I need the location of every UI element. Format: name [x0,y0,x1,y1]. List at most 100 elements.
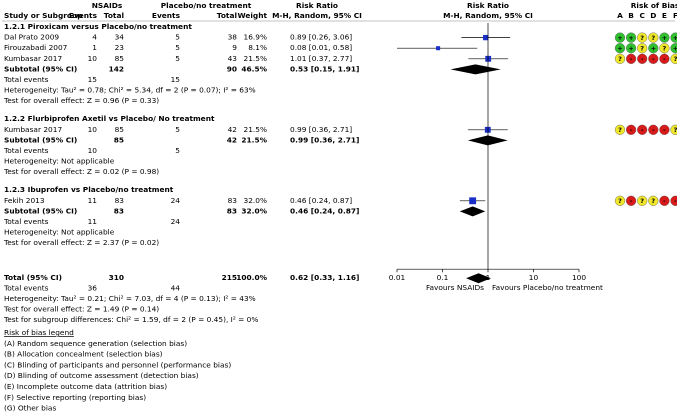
count: 9 [232,43,237,52]
bias-circle [659,43,670,54]
events-label: Total events [3,284,49,293]
count: 34 [115,33,125,42]
total-2: 215 [222,273,237,282]
header: Total [104,11,124,20]
overall-effect: Test for overall effect: Z = 0.96 (P = 0… [3,96,159,105]
weight: 21.5% [244,125,267,134]
events-2: 24 [171,217,181,226]
header: Placebo/no treatment [161,1,252,10]
legend-item: (D) Blinding of outcome assessment (dete… [4,371,199,380]
count: 83 [115,196,125,205]
bias-symbol: + [628,45,633,53]
risk-ratio: 0.99 [0.36, 2.71] [290,125,352,134]
count: 5 [175,33,180,42]
bias-circle [637,53,648,64]
x-tick-label: 0.01 [389,273,406,282]
events-1: 36 [88,284,98,293]
count: 38 [228,33,238,42]
bias-circle [670,43,677,54]
bias-symbol: + [628,34,633,42]
bias-symbol: + [673,34,677,42]
bias-symbol: ? [618,55,622,63]
count: 85 [115,125,125,134]
count: 5 [175,54,180,63]
legend-item: (E) Incomplete outcome data (attrition b… [4,382,167,391]
header: Risk of Bias [631,1,677,10]
bias-symbol: ? [674,126,677,134]
favours-left: Favours NSAIDs [426,283,484,292]
count: 83 [228,196,238,205]
count: 5 [175,125,180,134]
count: 85 [115,54,125,63]
weight: 21.5% [244,54,267,63]
bias-circle [648,32,659,43]
bias-symbol: - [663,55,666,63]
header: Risk Ratio [296,1,338,10]
bias-circle [625,195,637,206]
weight: 46.5% [241,64,267,73]
x-tick-label: 0.1 [437,273,449,282]
bias-circle [637,32,648,43]
bias-symbol: - [674,197,677,205]
bias-circle [648,124,659,135]
count: 23 [115,43,125,52]
events-1: 11 [88,217,98,226]
events-2: 44 [171,284,181,293]
bias-circle [670,32,677,43]
bias-letter: C [639,11,644,20]
events-label: Total events [3,217,49,226]
bias-circle [648,195,659,206]
bias-symbol: ? [640,45,644,53]
bias-circle [637,124,648,135]
bias-symbol: - [652,126,655,134]
risk-ratio: 0.46 [0.24, 0.87] [290,206,359,215]
count: 24 [171,196,181,205]
bias-letter: B [628,11,634,20]
header: Events [152,11,181,20]
weight: 21.5% [241,135,267,144]
bias-symbol: - [641,55,644,63]
legend-item: (C) Blinding of participants and personn… [4,360,231,369]
total-2: 90 [227,64,237,73]
summary-diamond [459,206,486,217]
total-2: 83 [227,206,237,215]
bias-symbol: ? [651,34,655,42]
legend-item: (B) Allocation concealment (selection bi… [4,350,163,359]
events-2: 15 [171,75,181,84]
total-1: 310 [109,273,124,282]
bias-circle [659,195,670,206]
bias-circle [625,32,637,43]
header: Events [69,11,98,20]
risk-ratio: 0.89 [0.26, 3.06] [290,33,352,42]
group-title: 1.2.2 Flurbiprofen Axetil vs Placebo/ No… [4,114,215,123]
bias-symbol: - [663,197,666,205]
weight: 32.0% [241,206,267,215]
events-2: 5 [175,146,180,155]
study-name: Kumbasar 2017 [4,54,62,63]
bias-circle [625,43,637,54]
bias-circle [625,53,637,64]
x-tick-label: 10 [529,273,539,282]
bias-symbol: + [617,45,622,53]
bias-symbol: ? [640,197,644,205]
study-name: Fekih 2013 [4,196,45,205]
summary-diamond [466,273,491,284]
header: M-H, Random, 95% CI [272,11,362,20]
bias-circle [670,53,677,64]
bias-symbol: + [662,34,667,42]
summary-label: Subtotal (95% CI) [4,135,77,144]
bias-circle [614,124,626,135]
bias-symbol: + [651,45,656,53]
bias-symbol: - [630,126,633,134]
risk-ratio: 0.62 [0.33, 1.16] [290,273,359,282]
count: 11 [88,196,98,205]
bias-letter: D [650,11,656,20]
bias-symbol: ? [663,45,667,53]
header: Weight [237,11,267,20]
favours-right: Favours Placebo/no treatment [492,283,603,292]
bias-circle [670,124,677,135]
bias-symbol: - [663,126,666,134]
bias-circle [637,43,648,54]
total-1: 142 [109,64,124,73]
legend-item: (G) Other bias [4,404,56,413]
